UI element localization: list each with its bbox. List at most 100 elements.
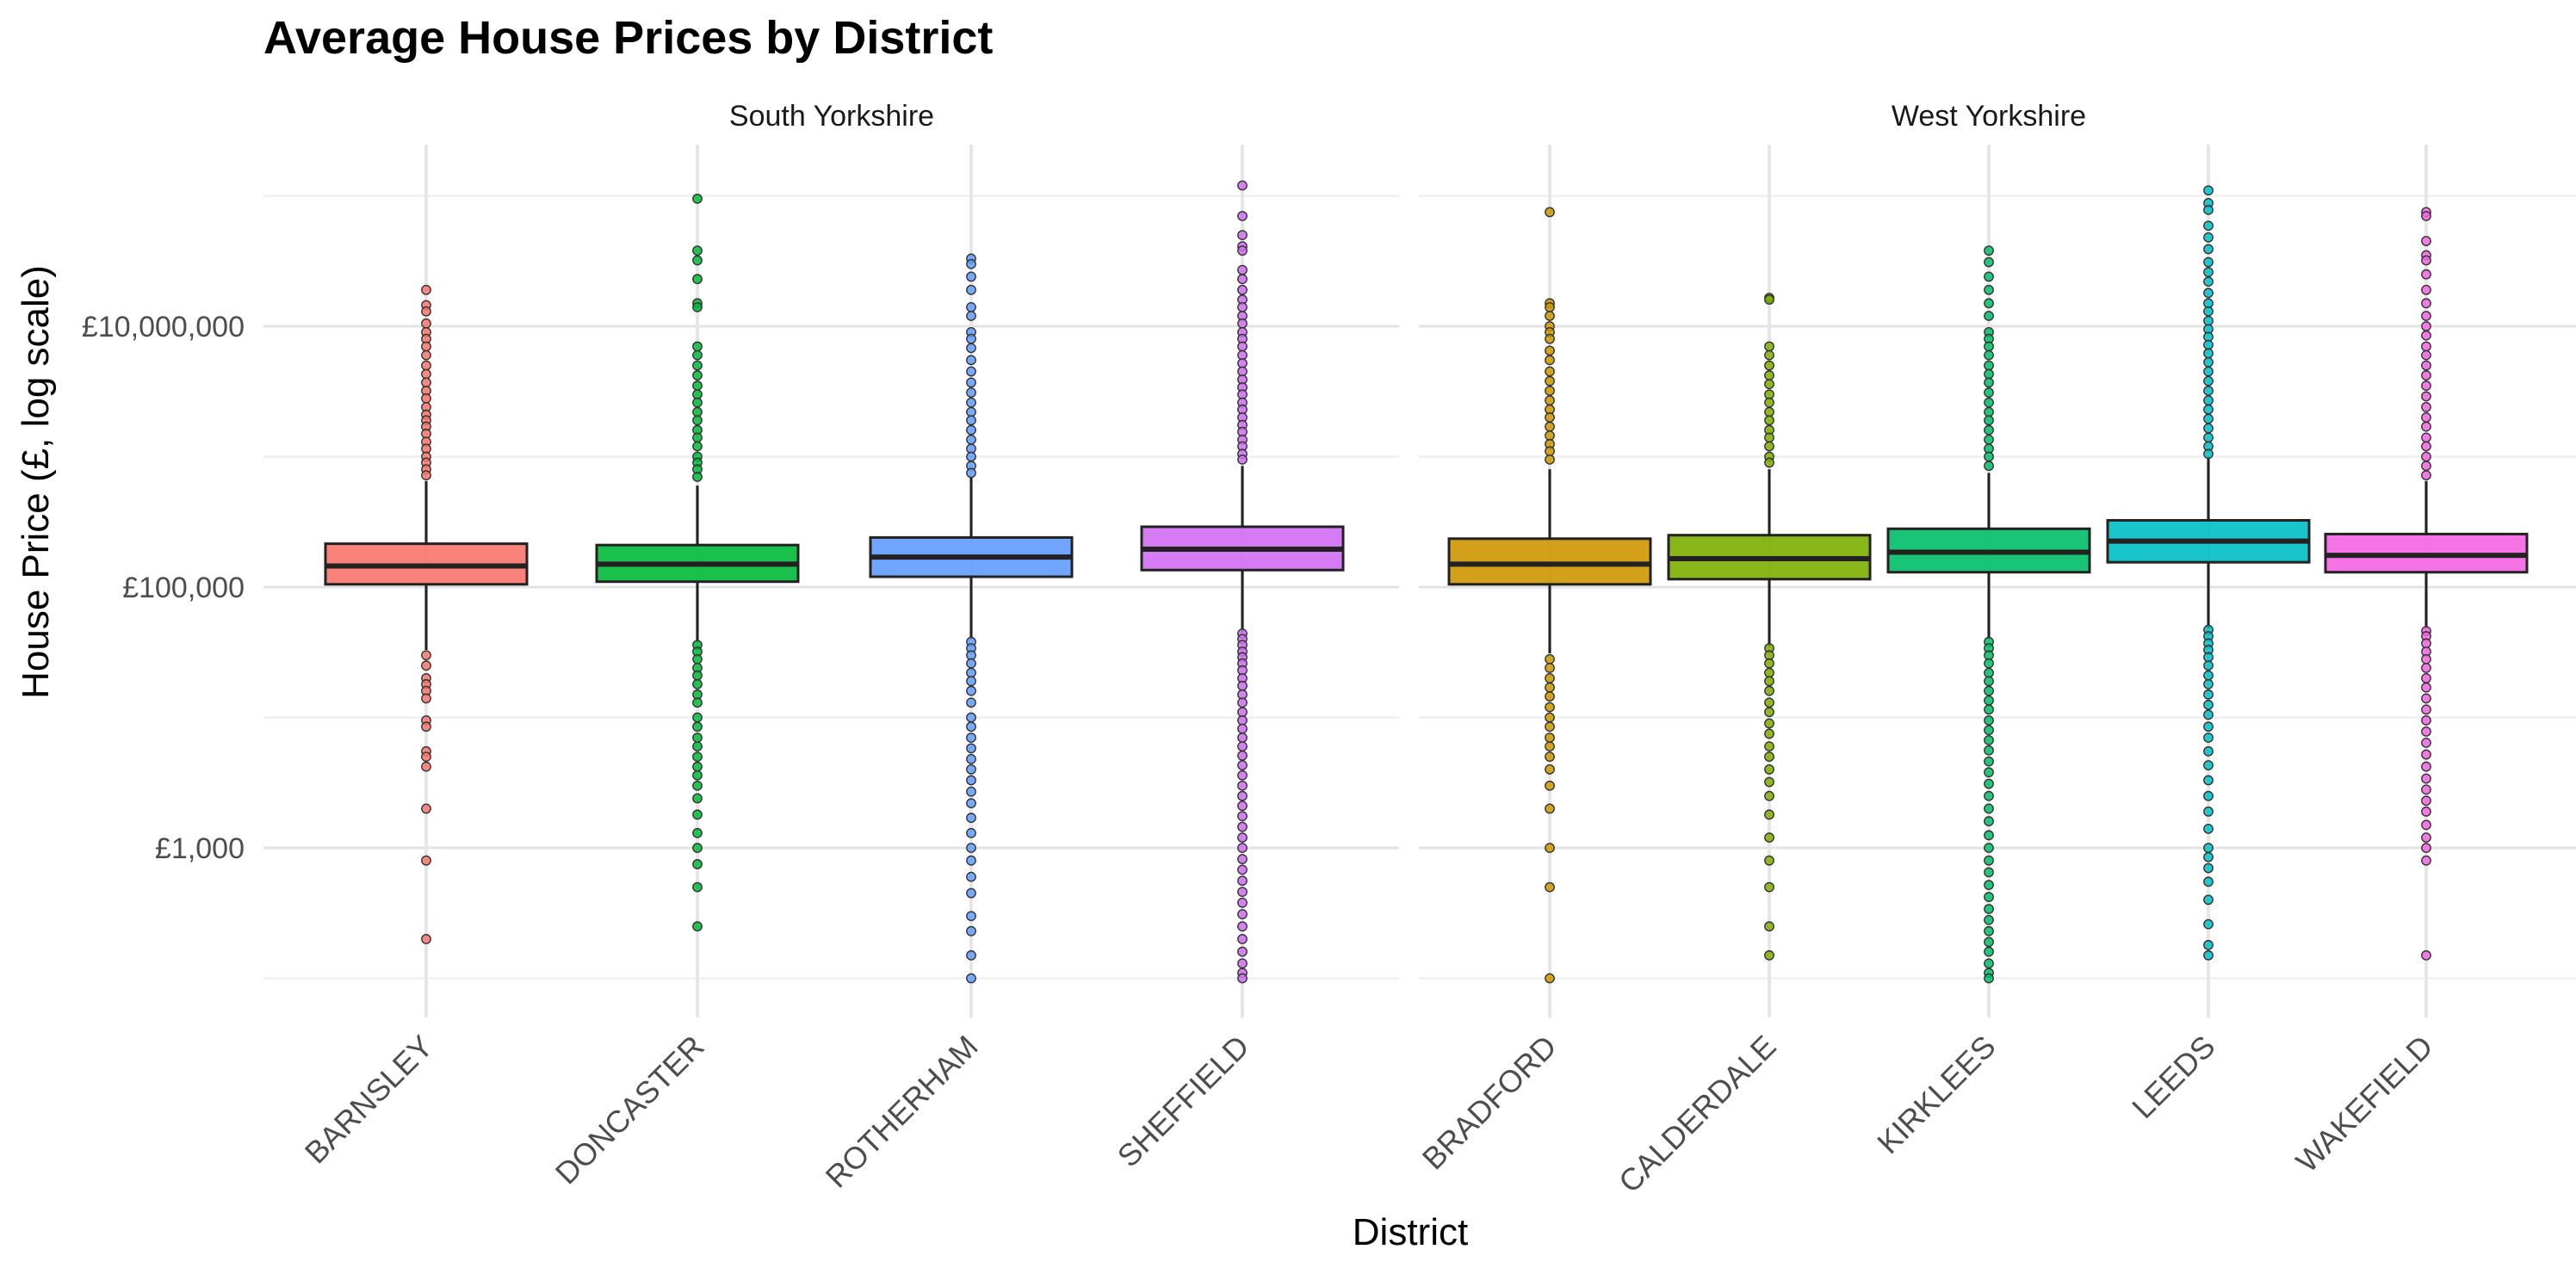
- outlier-point: [966, 271, 976, 282]
- outlier-point: [966, 397, 976, 408]
- facet-west-yorkshire: West Yorkshire BRADFORD CALDERDALE KIRKLEES…: [1415, 100, 2529, 1199]
- outlier-point: [692, 360, 703, 371]
- x-tick-label: DONCASTER: [548, 1029, 711, 1191]
- outlier-point: [692, 751, 703, 763]
- outlier-point: [1545, 881, 1555, 893]
- outlier-point: [1764, 406, 1774, 417]
- outlier-point: [1764, 790, 1774, 801]
- outlier-point: [1984, 704, 1994, 715]
- outlier-point: [966, 743, 976, 754]
- outlier-point: [1764, 370, 1774, 380]
- outlier-point: [1984, 245, 1994, 257]
- outlier-point: [2421, 330, 2431, 341]
- outlier-point: [2203, 670, 2214, 681]
- outlier-point: [692, 397, 703, 408]
- outlier-point: [966, 387, 976, 398]
- outlier-point: [1545, 430, 1555, 441]
- outlier-point: [2421, 693, 2431, 704]
- outlier-point: [1984, 360, 1994, 371]
- outlier-point: [1237, 843, 1248, 853]
- outlier-point: [421, 751, 431, 763]
- outlier-point: [966, 887, 976, 899]
- outlier-point: [1237, 697, 1248, 708]
- outlier-point: [1545, 682, 1555, 693]
- outlier-point: [966, 451, 976, 462]
- box-calderdale: CALDERDALE: [1612, 293, 1872, 1199]
- outlier-point: [2203, 375, 2214, 387]
- outlier-point: [2421, 311, 2431, 321]
- outlier-point: [1764, 676, 1774, 687]
- outlier-point: [1545, 803, 1555, 814]
- outlier-point: [2421, 784, 2431, 795]
- outlier-point: [2421, 284, 2431, 295]
- outlier-point: [2421, 737, 2431, 748]
- outlier-point: [2203, 699, 2214, 710]
- outlier-point: [1764, 294, 1774, 305]
- outlier-point: [692, 432, 703, 443]
- outlier-point: [2421, 391, 2431, 402]
- outlier-point: [2421, 806, 2431, 817]
- outlier-point: [1545, 721, 1555, 733]
- outlier-point: [692, 370, 703, 380]
- outlier-point: [1984, 714, 1994, 726]
- outlier-point: [2203, 232, 2214, 243]
- outlier-point: [1764, 751, 1774, 763]
- outlier-point: [1545, 395, 1555, 406]
- x-tick-label: LEEDS: [2125, 1029, 2221, 1125]
- outlier-point: [2421, 795, 2431, 807]
- outlier-point: [692, 415, 703, 426]
- outlier-point: [1237, 318, 1248, 329]
- outlier-point: [966, 377, 976, 388]
- outlier-point: [966, 973, 976, 984]
- outlier-point: [1984, 946, 1994, 957]
- outlier-point: [2203, 894, 2214, 906]
- outlier-point: [1545, 375, 1555, 387]
- outlier-point: [2421, 461, 2431, 472]
- outlier-point: [2421, 714, 2431, 726]
- outlier-point: [692, 809, 703, 820]
- outlier-point: [692, 721, 703, 733]
- outlier-point: [421, 855, 431, 866]
- outlier-point: [1237, 264, 1248, 275]
- outlier-point: [2203, 823, 2214, 834]
- outlier-point: [692, 921, 703, 932]
- outlier-point: [421, 368, 431, 380]
- outlier-point: [1237, 821, 1248, 832]
- outlier-point: [421, 761, 431, 772]
- outlier-point: [421, 933, 431, 944]
- outlier-point: [2203, 267, 2214, 278]
- outlier-point: [1237, 741, 1248, 752]
- outlier-point: [1984, 880, 1994, 890]
- outlier-point: [1764, 685, 1774, 696]
- outlier-point: [966, 258, 976, 269]
- outlier-point: [966, 658, 976, 669]
- outlier-point: [2421, 773, 2431, 784]
- outlier-point: [1984, 311, 1994, 321]
- outlier-point: [692, 653, 703, 665]
- outlier-point: [421, 284, 431, 295]
- outlier-point: [966, 813, 976, 823]
- outlier-point: [2203, 843, 2214, 853]
- outlier-point: [2203, 760, 2214, 770]
- outlier-point: [1764, 397, 1774, 408]
- outlier-point: [2203, 276, 2214, 288]
- box-kirklees: KIRKLEES: [1870, 245, 2091, 1160]
- outlier-point: [1237, 946, 1248, 957]
- outlier-point: [966, 775, 976, 786]
- chart-title: Average House Prices by District: [263, 12, 993, 64]
- outlier-point: [966, 311, 976, 321]
- outlier-point: [421, 660, 431, 671]
- outlier-point: [2203, 356, 2214, 368]
- outlier-point: [1237, 341, 1248, 352]
- outlier-point: [1984, 387, 1994, 398]
- outlier-point: [1237, 854, 1248, 864]
- outlier-point: [2203, 185, 2214, 196]
- outlier-point: [2421, 401, 2431, 412]
- outlier-point: [1545, 386, 1555, 396]
- outlier-point: [421, 393, 431, 404]
- outlier-point: [1545, 691, 1555, 702]
- facet-south-yorkshire: South Yorkshire BARNSLEY DONCASTER ROTHERHA…: [298, 100, 1345, 1195]
- outlier-point: [2203, 806, 2214, 817]
- outlier-point: [692, 380, 703, 391]
- outlier-point: [421, 721, 431, 733]
